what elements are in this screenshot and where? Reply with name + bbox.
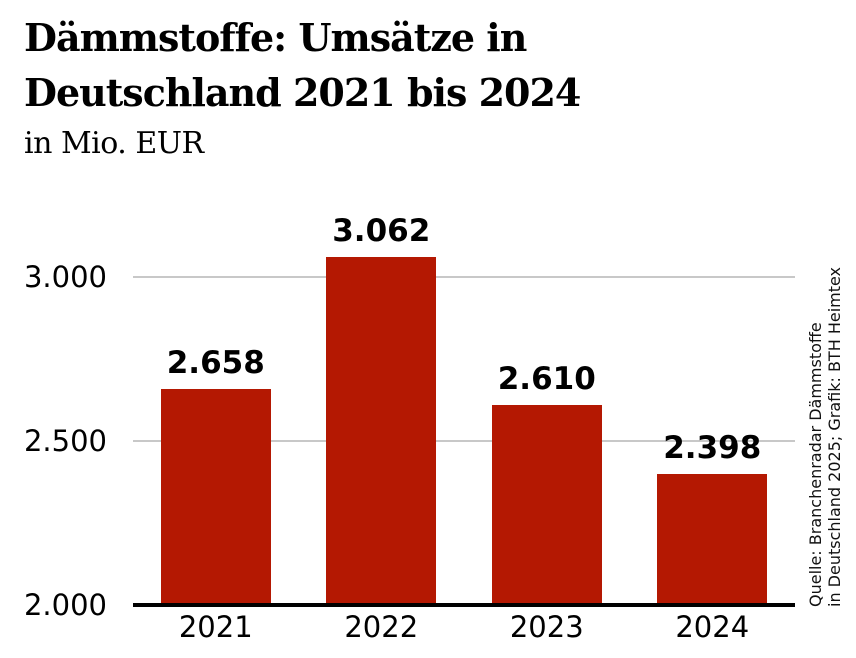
x-axis-tick-label: 2021 [178,610,253,644]
y-gridline [133,440,795,442]
x-axis-tick-label: 2024 [675,610,750,644]
source-line1: Quelle: Branchenradar Dämmstoffe [806,322,825,607]
source-line2: in Deutschland 2025; Grafik: BTH Heimtex [825,266,844,607]
y-axis-tick-label: 2.500 [23,424,107,458]
x-axis-tick-label: 2023 [509,610,584,644]
bar-value-label: 2.610 [497,360,596,397]
y-axis-tick-label: 2.000 [23,588,107,622]
source-note: Quelle: Branchenradar Dämmstoffe in Deut… [806,239,844,607]
x-axis-line [133,603,795,607]
bar-2021 [160,389,271,607]
bar-2022 [326,256,437,607]
chart-title-line2: Deutschland 2021 bis 2024 [24,70,581,115]
chart-title: Dämmstoffe: Umsätze in Deutschland 2021 … [24,10,581,120]
bar-2023 [491,404,602,607]
chart-subtitle: in Mio. EUR [24,126,204,161]
bar-value-label: 2.658 [166,345,265,382]
bar-2024 [657,474,768,607]
y-gridline [133,276,795,278]
chart-header: Dämmstoffe: Umsätze in Deutschland 2021 … [24,10,581,161]
chart-title-line1: Dämmstoffe: Umsätze in [24,15,527,60]
bar-value-label: 3.062 [332,212,431,249]
y-axis-tick-label: 3.000 [23,260,107,294]
x-axis-tick-label: 2022 [344,610,419,644]
bar-value-label: 2.398 [663,430,762,467]
